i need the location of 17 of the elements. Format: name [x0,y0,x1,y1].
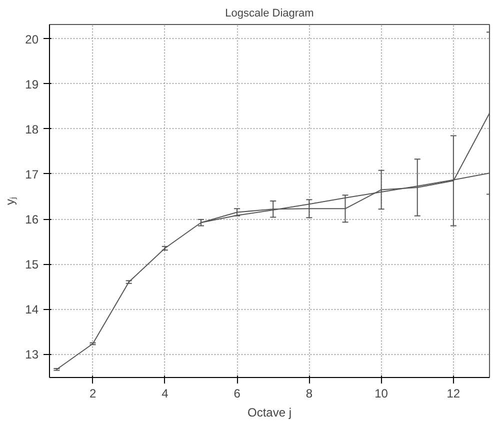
y-tick-label: 17 [25,167,39,182]
x-tick-label: 4 [162,386,169,400]
x-tick-label: 10 [374,386,388,400]
y-tick-label: 19 [25,77,39,92]
x-tick-label: 8 [306,386,313,400]
y-tick-label: 14 [25,302,39,317]
chart-title: Logscale Diagram [225,8,314,20]
y-tick-label: 13 [25,348,39,362]
y-tick-label: 20 [25,32,39,46]
y-tick-label: 15 [25,258,39,272]
x-axis-title: Octave j [247,406,292,420]
y-tick-label: 16 [25,212,39,227]
x-tick-label: 12 [446,386,460,400]
y-axis-title: yⱼ [3,197,18,205]
x-tick-label: 2 [89,386,96,400]
x-tick-label: 6 [234,386,241,400]
y-tick-label: 18 [25,122,39,136]
